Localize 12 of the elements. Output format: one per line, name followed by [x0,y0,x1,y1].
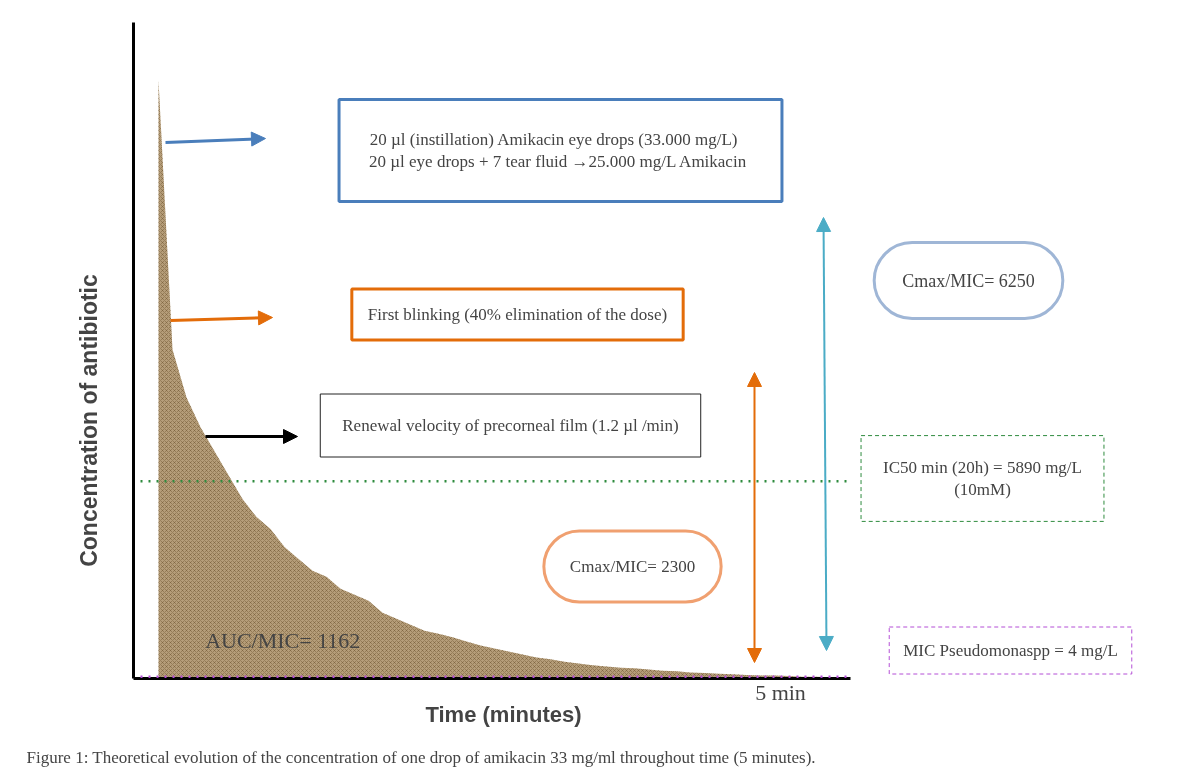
annotation: First blinking (40% elimination of the dose) [367,305,668,324]
text: 5 min [755,680,806,705]
text: IC50 min (20h) = 5890 mg/L (10mM) [883,457,1082,500]
x-axis-title: Time (minutes) [425,702,582,727]
text: Cmax/MIC= 6250 [902,270,1035,291]
annotation: Cmax/MIC= 2300 [569,557,696,576]
text: MIC Pseudomonaspp = 4 mg/L [903,641,1118,660]
annotation: AUC/MIC= 1162 [205,628,361,653]
annotation: Renewal velocity of precorneal film (1.2 µl /min) [342,416,679,435]
caption: Figure 1: Theoretical evolution of the concentration of one drop of amikacin 33 mg/ml throughout time (5 minutes). [26,748,816,767]
y-axis-title: Concentration of antibiotic [75,273,102,567]
annotation: 20 µl (instillation) Amikacin eye drops (33.000 mg/L) 20 µl eye drops + 7 tear fluid →25.000 mg/L Amikacin [369,129,747,172]
